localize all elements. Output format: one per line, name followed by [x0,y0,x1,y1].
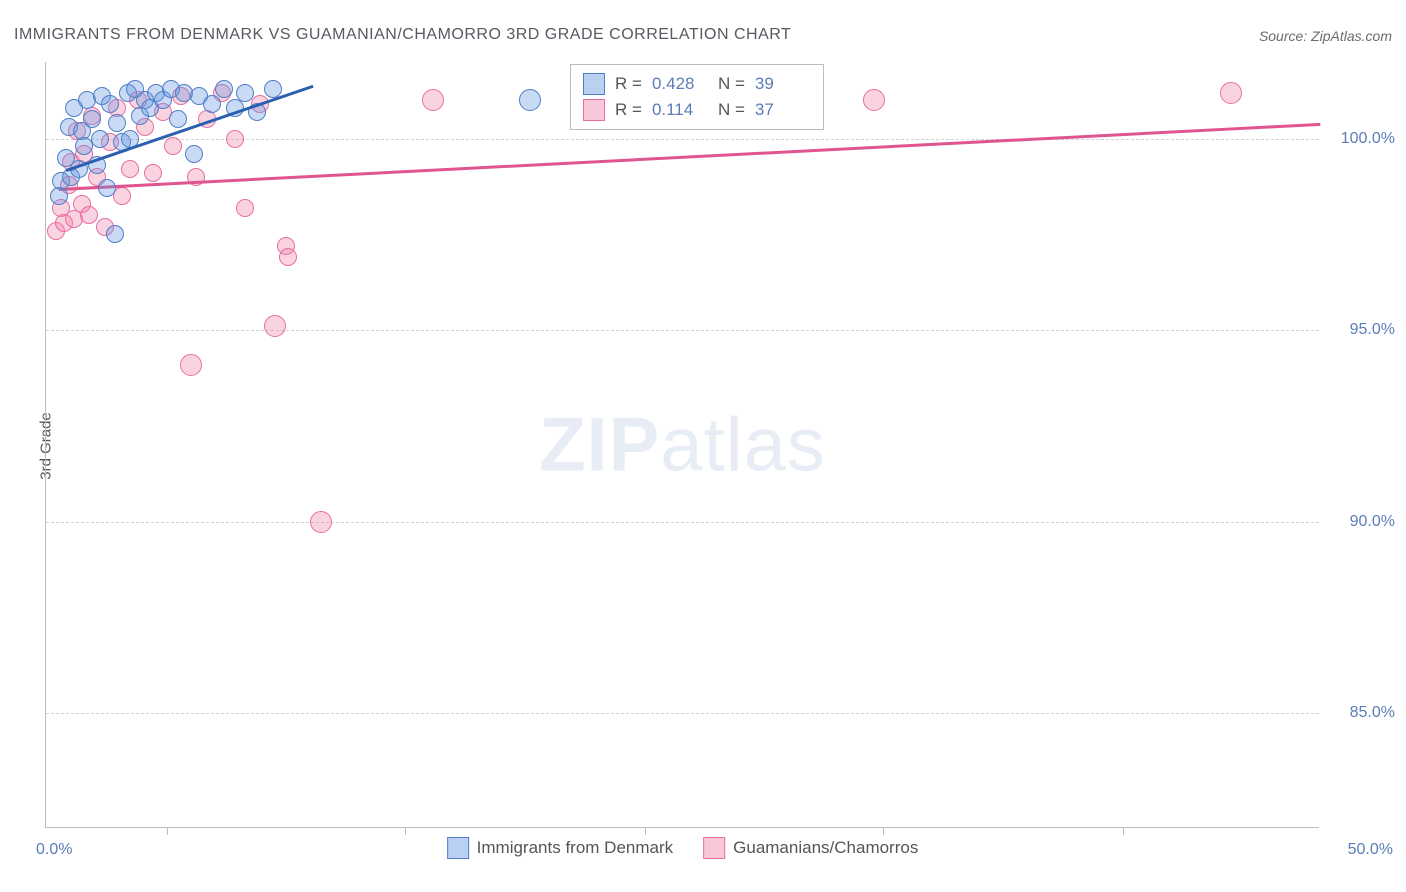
bottom-legend: Immigrants from Denmark Guamanians/Chamo… [447,837,919,859]
r-value: 0.114 [652,100,708,120]
scatter-point-blue [185,145,203,163]
legend-label: Immigrants from Denmark [477,838,673,858]
y-tick-label: 90.0% [1327,513,1395,531]
x-tick [1123,827,1124,835]
legend-item-pink: Guamanians/Chamorros [703,837,918,859]
scatter-point-pink [863,89,885,111]
scatter-point-pink [80,206,98,224]
stats-row-pink: R = 0.114 N = 37 [583,97,811,123]
y-tick-label: 85.0% [1327,704,1395,722]
scatter-point-blue [50,187,68,205]
scatter-point-blue [83,110,101,128]
n-label: N = [718,100,745,120]
scatter-point-pink [310,511,332,533]
x-axis-max-label: 50.0% [1348,841,1393,859]
n-value: 37 [755,100,811,120]
watermark-bold: ZIP [539,402,660,487]
scatter-point-pink [226,130,244,148]
chart-title: IMMIGRANTS FROM DENMARK VS GUAMANIAN/CHA… [14,26,791,44]
scatter-point-pink [113,187,131,205]
scatter-point-pink [180,354,202,376]
scatter-point-blue [98,179,116,197]
scatter-point-pink [164,137,182,155]
scatter-point-pink [1220,82,1242,104]
gridline-h [46,522,1319,523]
gridline-h [46,330,1319,331]
stats-row-blue: R = 0.428 N = 39 [583,71,811,97]
scatter-point-pink [422,89,444,111]
scatter-point-blue [91,130,109,148]
r-label: R = [615,100,642,120]
scatter-point-pink [264,315,286,337]
scatter-point-pink [236,199,254,217]
source-attribution: Source: ZipAtlas.com [1259,28,1392,44]
scatter-point-blue [108,114,126,132]
watermark-light: atlas [660,402,826,487]
swatch-icon [583,73,605,95]
watermark: ZIPatlas [539,401,826,488]
r-value: 0.428 [652,74,708,94]
correlation-stats-box: R = 0.428 N = 39 R = 0.114 N = 37 [570,64,824,130]
x-tick [167,827,168,835]
x-tick [405,827,406,835]
scatter-point-pink [279,248,297,266]
x-tick [883,827,884,835]
scatter-point-blue [169,110,187,128]
legend-label: Guamanians/Chamorros [733,838,918,858]
scatter-point-blue [203,95,221,113]
swatch-icon [447,837,469,859]
y-tick-label: 100.0% [1327,130,1395,148]
n-value: 39 [755,74,811,94]
scatter-point-blue [215,80,233,98]
scatter-point-pink [121,160,139,178]
x-axis-min-label: 0.0% [36,841,72,859]
scatter-point-blue [101,95,119,113]
trend-line-pink [59,123,1320,191]
scatter-point-blue [106,225,124,243]
x-tick [645,827,646,835]
legend-item-blue: Immigrants from Denmark [447,837,673,859]
n-label: N = [718,74,745,94]
swatch-icon [583,99,605,121]
gridline-h [46,713,1319,714]
r-label: R = [615,74,642,94]
chart-plot-area: ZIPatlas 0.0% 50.0% R =0.428N =39R =0.11… [45,62,1319,828]
scatter-point-blue [236,84,254,102]
swatch-icon [703,837,725,859]
scatter-point-pink [144,164,162,182]
y-tick-label: 95.0% [1327,321,1395,339]
scatter-point-blue [519,89,541,111]
